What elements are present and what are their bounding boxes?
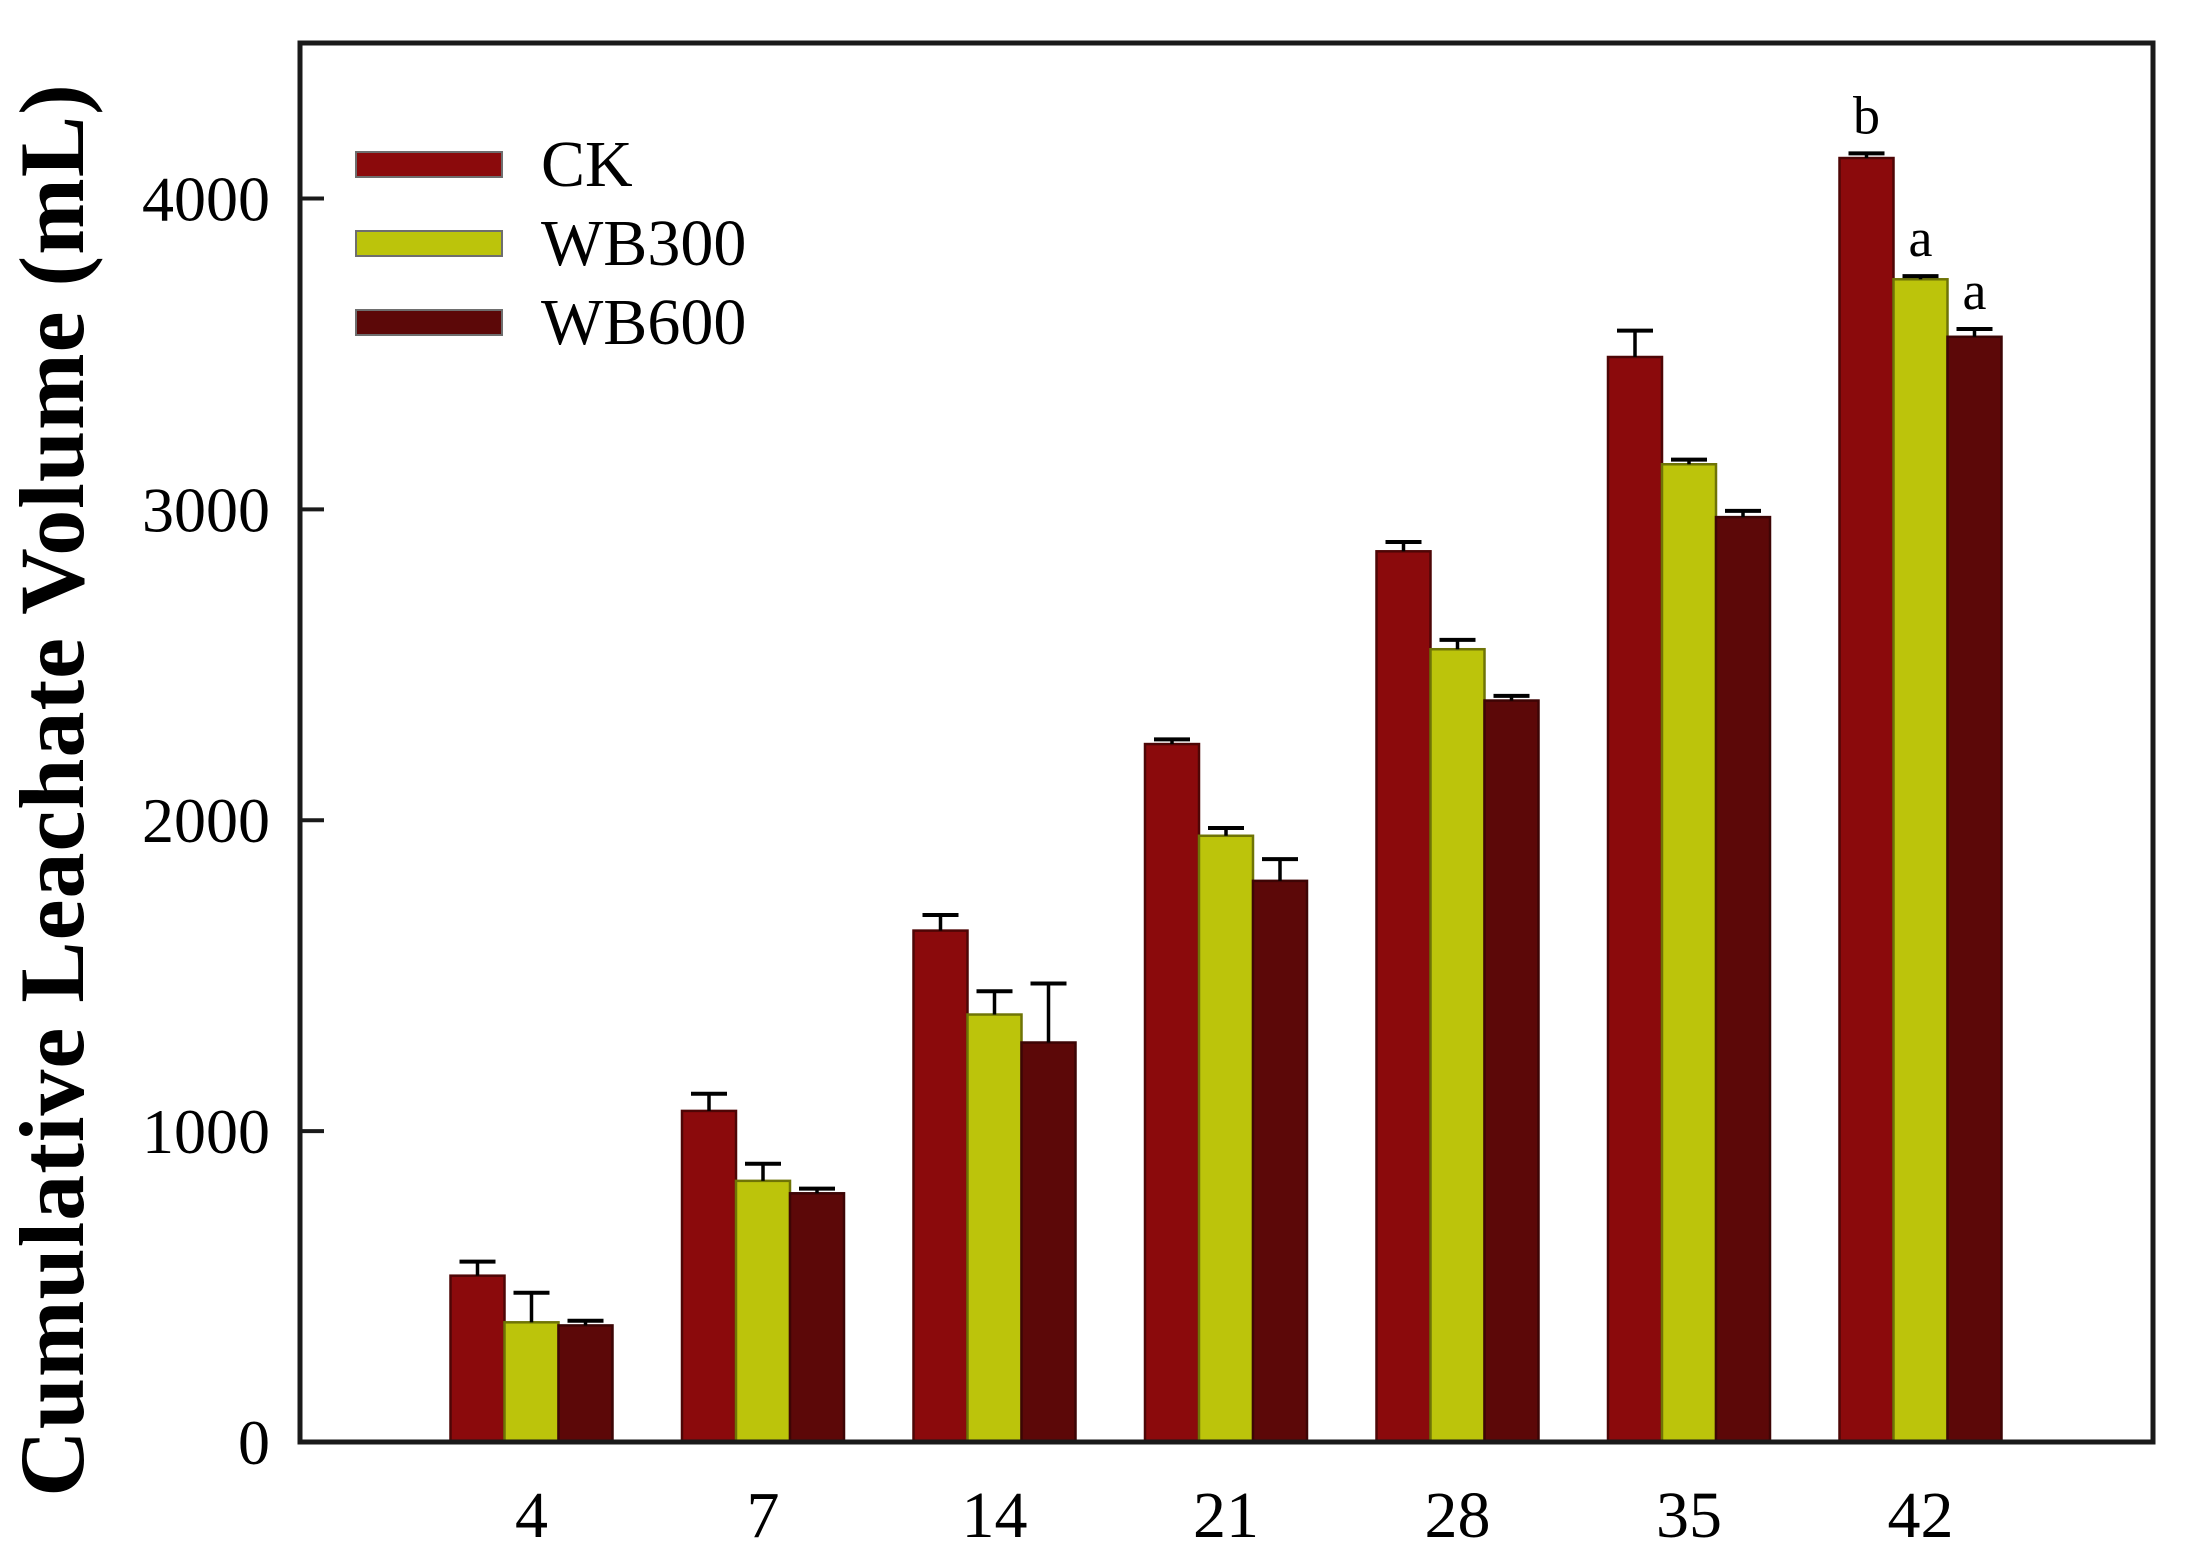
y-tick-label-1000: 1000	[142, 1096, 270, 1167]
x-tick-label-28: 28	[1425, 1479, 1491, 1552]
bar-WB600-day21	[1251, 879, 1309, 1444]
y-tick-label-2000: 2000	[142, 785, 270, 856]
bar-CK-day35	[1606, 355, 1664, 1444]
y-tick-label-3000: 3000	[142, 474, 270, 545]
bar-CK-day42	[1838, 156, 1895, 1444]
bar-CK-day7	[680, 1109, 738, 1444]
legend-label-wb300: WB300	[541, 206, 747, 280]
plot-frame	[297, 40, 2156, 1445]
significance-letter-CK: b	[1853, 85, 1880, 145]
legend-swatch-wb300	[355, 230, 503, 257]
y-tick-label-0: 0	[238, 1407, 270, 1478]
legend-item-ck: CK	[355, 127, 746, 201]
x-tick-label-35: 35	[1656, 1479, 1722, 1552]
legend-label-ck: CK	[541, 127, 633, 201]
bar-WB600-day28	[1483, 699, 1540, 1444]
bar-WB300-day7	[734, 1179, 792, 1444]
x-tick-label-42: 42	[1888, 1479, 1954, 1552]
bar-WB600-day4	[557, 1324, 614, 1444]
significance-letter-WB300: a	[1909, 208, 1933, 268]
legend-item-wb600: WB600	[355, 285, 747, 359]
x-tick-label-4: 4	[515, 1479, 548, 1552]
legend: CK WB300 WB600	[355, 127, 747, 359]
bar-CK-day4	[449, 1274, 506, 1444]
bar-CK-day28	[1375, 550, 1432, 1444]
bar-WB300-day35	[1660, 463, 1718, 1444]
legend-swatch-wb600	[355, 309, 503, 336]
significance-letter-WB600: a	[1963, 261, 1987, 321]
bar-WB300-day4	[503, 1321, 560, 1444]
bar-WB300-day14	[966, 1013, 1023, 1444]
bar-CK-day14	[912, 929, 969, 1444]
bar-WB300-day28	[1429, 647, 1486, 1444]
x-tick-label-21: 21	[1193, 1479, 1259, 1552]
legend-label-wb600: WB600	[541, 285, 747, 359]
bar-WB600-day42	[1946, 335, 2003, 1444]
bar-CK-day21	[1143, 742, 1201, 1444]
bar-WB300-day21	[1197, 834, 1255, 1444]
bar-WB600-day14	[1020, 1041, 1077, 1444]
bar-WB600-day35	[1714, 515, 1772, 1444]
legend-swatch-ck	[355, 151, 503, 178]
x-tick-label-7: 7	[747, 1479, 780, 1552]
bar-WB600-day7	[788, 1192, 846, 1444]
y-tick-label-4000: 4000	[142, 163, 270, 234]
legend-item-wb300: WB300	[355, 206, 747, 280]
bar-WB300-day42	[1892, 278, 1949, 1444]
x-tick-label-14: 14	[962, 1479, 1028, 1552]
